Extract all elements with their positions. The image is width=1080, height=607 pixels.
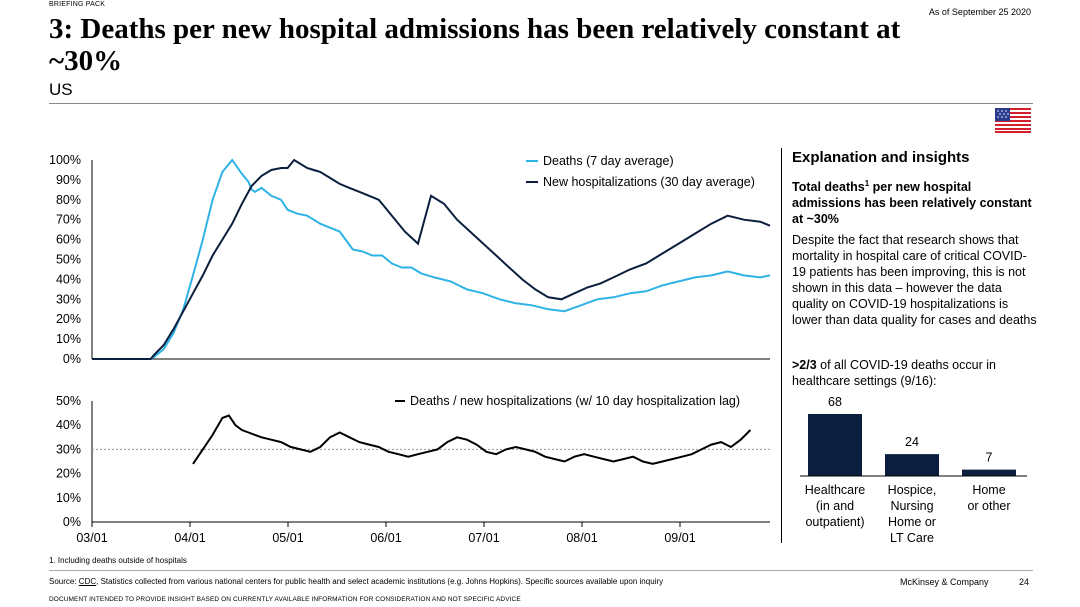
hospitalizations-series-line [92,158,771,360]
y-tick-label: 20% [56,467,81,481]
death-settings-bar-chart: 68 Healthcare (in and outpatient) 24 Hospice,… [800,395,1027,545]
bar-category-label: Hospice, [888,483,937,497]
bar-category-label: LT Care [890,531,934,545]
footnote: 1. Including deaths outside of hospitals [49,556,187,565]
y-tick-label: 0% [63,515,81,529]
company-name: McKinsey & Company [900,577,989,587]
bar-category-label: Healthcare [805,483,865,497]
deaths-series-line [92,158,771,360]
legend-label-hospitalizations: New hospitalizations (30 day average) [543,175,755,189]
page-title: 3: Deaths per new hospital admissions ha… [49,13,901,77]
x-tick-label: 04/01 [174,531,205,545]
bar-value-label: 24 [905,435,919,449]
bar-2 [962,469,1016,476]
bar-value-label: 68 [828,395,842,409]
y-tick-label: 70% [56,213,81,227]
insight-text-rest: per new hospital admissions has been rel… [792,180,1032,227]
header-divider [49,103,1033,104]
y-tick-label: 50% [56,394,81,408]
page-number: 24 [1019,577,1030,587]
bar-1 [885,454,939,476]
y-tick-label: 40% [56,418,81,432]
panel-settings-text: >2/3 of all COVID-19 deaths occur in hea… [792,357,1037,389]
bar-category-label: or other [967,499,1010,513]
panel-title: Explanation and insights [792,149,970,166]
bar-category-label: (in and [816,499,854,513]
source-link[interactable]: CDC [78,577,97,586]
us-flag-icon [995,108,1031,133]
y-tick-label: 40% [56,272,81,286]
ratio-series-line [192,414,752,465]
panel-divider [781,148,782,543]
settings-rest: of all COVID-19 deaths occur in healthca… [792,358,996,388]
as-of-date: As of September 25 2020 [928,7,1031,17]
x-tick-label: 07/01 [468,531,499,545]
footnote-marker: 1 [864,179,870,188]
y-tick-label: 60% [56,233,81,247]
disclaimer: DOCUMENT INTENDED TO PROVIDE INSIGHT BAS… [49,596,521,603]
top-label: BRIEFING PACK [49,1,106,8]
deaths-hospitalizations-chart: 0% 10% 20% 30% 40% 50% 60% 70% 80% 90% 100% Deaths… [49,153,771,366]
panel-key-insight: Total deaths1 per new hospital admission… [792,176,1032,227]
y-tick-label: 10% [56,332,81,346]
x-tick-label: 09/01 [664,531,695,545]
x-tick-label: 03/01 [76,531,107,545]
panel-body-text: Despite the fact that research shows tha… [792,233,1037,327]
y-tick-label: 90% [56,173,81,187]
page-subtitle: US [49,80,73,99]
bar-category-label: Home or [888,515,936,529]
legend-label-deaths: Deaths (7 day average) [543,154,674,168]
insight-text: Total deaths [792,180,865,195]
legend-label-ratio: Deaths / new hospitalizations (w/ 10 day… [410,394,740,408]
y-tick-label: 100% [49,153,81,167]
bar-category-label: Home [972,483,1005,497]
y-tick-label: 80% [56,193,81,207]
settings-bold: >2/3 [792,358,817,372]
footer-divider [49,570,1033,571]
x-tick-label: 06/01 [370,531,401,545]
y-tick-label: 50% [56,253,81,267]
y-tick-label: 0% [63,352,81,366]
y-tick-label: 10% [56,491,81,505]
y-tick-label: 30% [56,292,81,306]
x-tick-label: 05/01 [272,531,303,545]
source-text: Source: CDC, Statistics collected from v… [49,577,663,586]
y-tick-label: 20% [56,312,81,326]
y-tick-label: 30% [56,442,81,456]
deaths-per-hospitalization-chart: 0% 10% 20% 30% 40% 50% 03/01 04/01 05/01 06/01 07… [56,394,770,545]
bar-value-label: 7 [986,451,993,465]
bar-category-label: Nursing [890,499,933,513]
bar-0 [808,414,862,476]
source-label: Source: [49,577,79,586]
source-rest: , Statistics collected from various nati… [96,577,664,586]
x-tick-label: 08/01 [566,531,597,545]
bar-category-label: outpatient) [805,515,864,529]
